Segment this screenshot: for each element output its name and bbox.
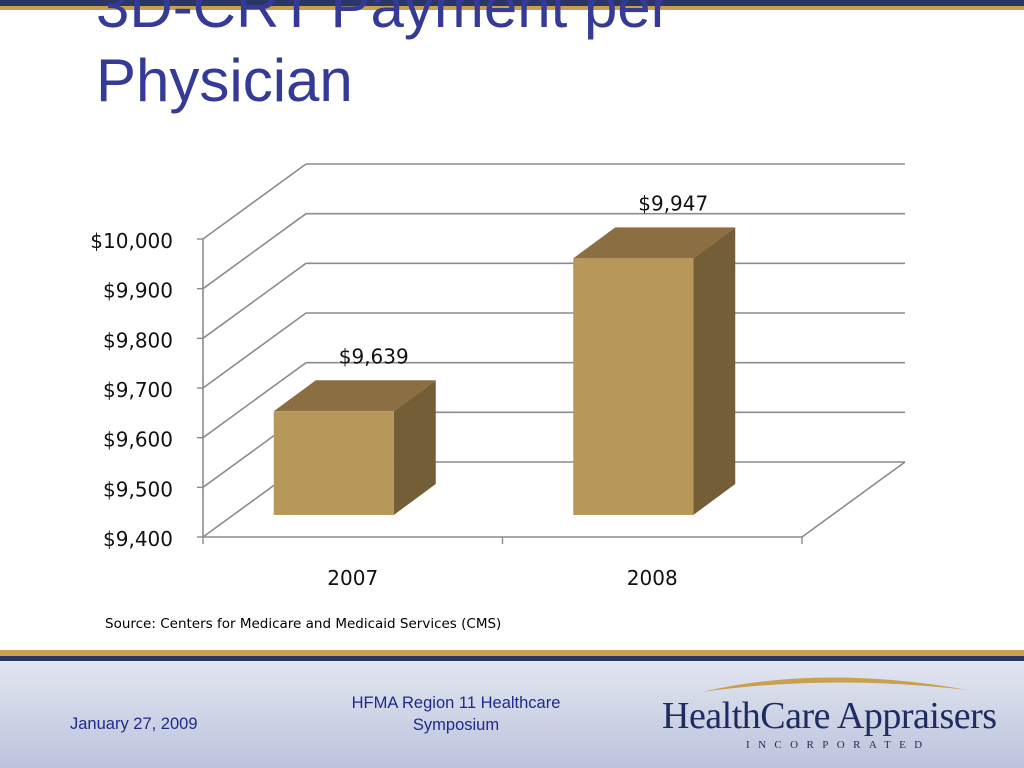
- side-gridline: [202, 163, 307, 240]
- x-tick-label: 2008: [627, 566, 678, 590]
- footer-event: HFMA Region 11 Healthcare Symposium: [316, 692, 596, 736]
- y-tick-label: $9,900: [103, 279, 173, 303]
- bar-2007: [273, 411, 394, 515]
- bar-chart: $9,400 $9,500 $9,600 $9,700 $9,800 $9,900 $10,…: [90, 163, 906, 590]
- y-tick-label: $9,400: [103, 527, 173, 551]
- top-rule-gold: [0, 6, 1024, 10]
- bar-2008: [573, 258, 694, 515]
- y-tick-label: $9,700: [103, 378, 173, 402]
- footer-rule-gold: [0, 650, 1024, 656]
- x-tick-label: 2007: [327, 566, 378, 590]
- top-rule-dark: [0, 0, 1024, 6]
- slide-title: 3D-CRT Payment per Physician: [96, 0, 796, 118]
- y-tick-label: $9,800: [103, 328, 173, 352]
- footer-event-line-2: Symposium: [412, 716, 500, 734]
- company-logo: HealthCare Appraisers INCORPORATED: [650, 668, 1020, 764]
- slide-title-line-2: Physician: [96, 47, 353, 114]
- side-gridline: [202, 362, 307, 439]
- side-gridline: [202, 312, 307, 389]
- footer-rule-dark: [0, 656, 1024, 661]
- y-tick-label: $10,000: [90, 229, 173, 253]
- bar-2008-top: [573, 227, 736, 259]
- slide-title-line-1: 3D-CRT Payment per: [96, 0, 671, 40]
- footer-event-line-1: HFMA Region 11 Healthcare: [351, 694, 561, 712]
- source-note: Source: Centers for Medicare and Medicai…: [105, 616, 502, 632]
- floor-right-edge: [801, 461, 906, 538]
- footer-date: January 27, 2009: [70, 715, 198, 733]
- bar-2008-side: [693, 227, 736, 515]
- y-tick-label: $9,500: [103, 477, 173, 501]
- logo-name: HealthCare Appraisers: [662, 695, 997, 737]
- data-label: $9,947: [638, 191, 708, 215]
- side-gridline: [202, 262, 307, 339]
- logo-tagline: INCORPORATED: [746, 739, 931, 751]
- logo-swoosh-icon: [702, 677, 968, 692]
- bar-2007-top: [273, 380, 436, 412]
- y-tick-label: $9,600: [103, 428, 173, 452]
- bar-2007-side: [393, 380, 436, 515]
- data-label: $9,639: [339, 344, 409, 368]
- side-gridline: [202, 213, 307, 290]
